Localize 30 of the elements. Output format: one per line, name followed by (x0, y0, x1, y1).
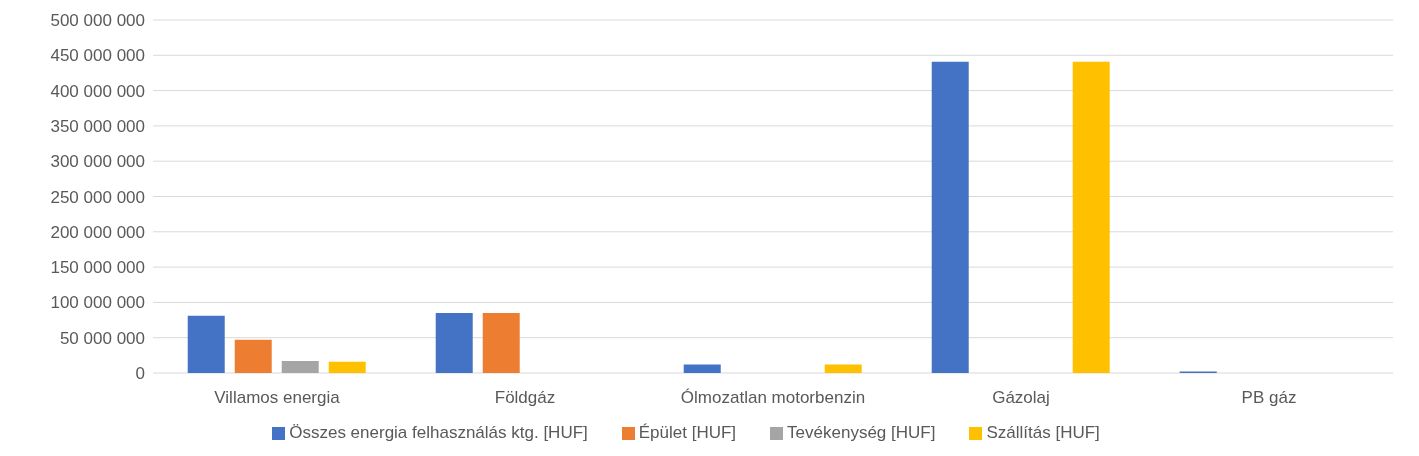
legend-label: Tevékenység [HUF] (787, 423, 936, 442)
y-tick-label: 0 (135, 364, 145, 384)
bar (931, 61, 969, 373)
x-tick-label: PB gáz (1241, 388, 1297, 408)
y-tick-label: 100 000 000 (50, 293, 145, 313)
x-tick-label: Ólmozatlan motorbenzin (680, 388, 866, 408)
y-tick-label: 350 000 000 (50, 116, 145, 136)
y-tick-label: 200 000 000 (50, 222, 145, 242)
bar (187, 315, 225, 373)
legend-label: Összes energia felhasználás ktg. [HUF] (289, 423, 588, 442)
x-tick-label: Villamos energia (214, 388, 341, 408)
bar (1072, 61, 1110, 373)
y-tick-label: 500 000 000 (50, 11, 145, 31)
bar (234, 339, 272, 373)
y-tick-label: 150 000 000 (50, 258, 145, 278)
x-tick-label: Gázolaj (992, 388, 1050, 408)
y-tick-label: 300 000 000 (50, 152, 145, 172)
x-tick-label: Földgáz (494, 388, 556, 408)
bar (824, 364, 862, 373)
legend-label: Szállítás [HUF] (986, 423, 1100, 442)
y-tick-label: 450 000 000 (50, 46, 145, 66)
bar (328, 361, 366, 373)
legend-label: Épület [HUF] (638, 423, 737, 442)
bar (482, 312, 520, 373)
bar (683, 364, 721, 373)
bar (281, 361, 319, 373)
y-tick-label: 50 000 000 (59, 328, 145, 348)
y-tick-label: 250 000 000 (50, 187, 145, 207)
y-tick-label: 400 000 000 (50, 81, 145, 101)
bar (435, 312, 473, 373)
